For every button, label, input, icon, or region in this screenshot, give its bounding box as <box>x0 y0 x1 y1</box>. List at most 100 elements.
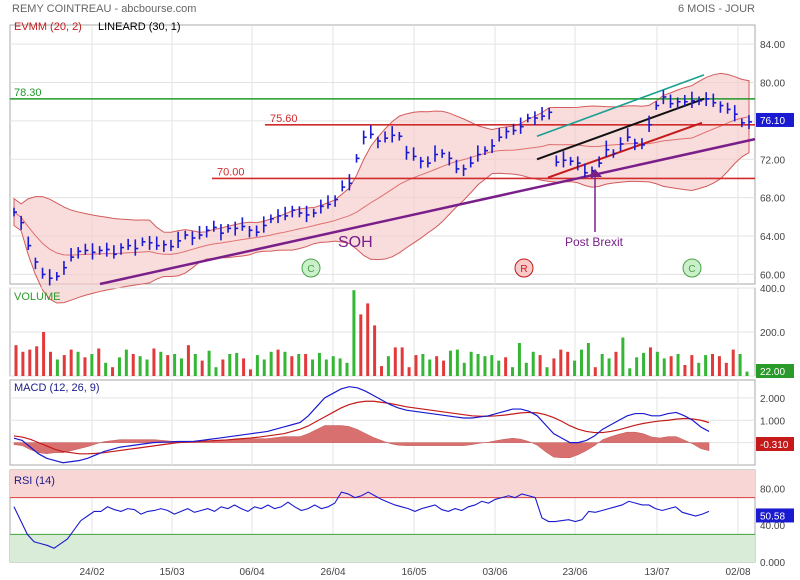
macd-signal-line <box>13 400 710 455</box>
volume-bar <box>173 354 177 376</box>
volume-bar <box>180 358 184 376</box>
volume-bar <box>573 360 577 376</box>
volume-bar <box>131 354 135 376</box>
volume-bar <box>442 360 446 376</box>
volume-bar <box>428 359 432 376</box>
signal-marker-label: R <box>520 264 527 275</box>
signal-marker-label: C <box>688 264 695 275</box>
annotation-arrow-head <box>588 169 602 177</box>
volume-bar <box>55 359 59 376</box>
volume-bar <box>138 356 142 376</box>
macd-tick-label: 1.000 <box>760 416 785 427</box>
volume-bar <box>42 332 46 376</box>
volume-last-value-bg <box>756 364 794 378</box>
volume-bar <box>593 367 597 376</box>
volume-bar <box>297 354 301 376</box>
x-tick-label: 02/08 <box>725 567 750 578</box>
volume-bar <box>600 354 604 376</box>
volume-bar <box>166 355 170 376</box>
x-tick-label: 16/05 <box>401 567 426 578</box>
volume-bar <box>614 351 618 376</box>
volume-bar <box>690 355 694 376</box>
volume-bar <box>373 325 377 376</box>
macd-last-value-bg <box>756 437 794 451</box>
signal-marker-label: C <box>307 264 314 275</box>
rsi-tick-label: 0.000 <box>760 558 785 569</box>
volume-bar <box>476 354 480 376</box>
volume-bar <box>738 354 742 376</box>
volume-bar <box>200 360 204 376</box>
volume-bar <box>35 346 39 376</box>
volume-bar <box>511 367 515 376</box>
volume-bar <box>345 362 349 376</box>
volume-bar <box>242 358 246 376</box>
volume-bar <box>400 347 404 376</box>
macd-tick-label: 2.000 <box>760 394 785 405</box>
evmm-band <box>13 72 750 304</box>
volume-bar <box>186 345 190 376</box>
rsi-line <box>13 491 710 549</box>
volume-bar <box>28 349 32 376</box>
legend-lineard: LINEARD (30, 1) <box>98 21 181 33</box>
volume-bar <box>221 359 225 376</box>
volume-bar <box>662 358 666 376</box>
volume-bar <box>235 352 239 376</box>
volume-bar <box>331 356 335 376</box>
volume-bar <box>290 356 294 376</box>
rsi-tick-label: 80.00 <box>760 484 785 495</box>
volume-bar <box>648 347 652 376</box>
rsi-overbought-zone <box>10 470 755 498</box>
rsi-last-value: 50.58 <box>760 511 785 522</box>
volume-bar <box>262 359 266 376</box>
volume-bar <box>531 351 535 376</box>
chart-source-title: REMY COINTREAU - abcbourse.com <box>12 3 197 15</box>
annotation-post-brexit: Post Brexit <box>565 235 624 249</box>
x-tick-label: 24/02 <box>79 567 104 578</box>
level-label: 78.30 <box>14 87 42 99</box>
volume-bar <box>124 349 128 376</box>
volume-bar <box>207 350 211 376</box>
volume-bar <box>517 343 521 376</box>
volume-bar <box>566 351 570 376</box>
volume-bar <box>414 355 418 376</box>
legend-rsi: RSI (14) <box>14 475 55 487</box>
price-tick-label: 84.00 <box>760 40 785 51</box>
volume-bar <box>697 362 701 376</box>
volume-tick-label: 400.0 <box>760 284 785 295</box>
volume-bar <box>745 371 749 376</box>
volume-bar <box>407 367 411 376</box>
volume-bar <box>269 351 273 376</box>
volume-bar <box>393 347 397 376</box>
volume-bar <box>145 359 149 376</box>
volume-bar <box>552 358 556 376</box>
legend-evmm: EVMM (20, 2) <box>14 21 82 33</box>
volume-bar <box>62 355 66 376</box>
volume-bar <box>711 354 715 376</box>
trendline-purple <box>99 137 756 286</box>
volume-bar <box>193 354 197 376</box>
volume-bar <box>83 357 87 376</box>
volume-bar <box>159 351 163 376</box>
price-tick-label: 60.00 <box>760 270 785 281</box>
volume-bar <box>276 349 280 376</box>
price-tick-label: 68.00 <box>760 194 785 205</box>
panel-macd-frame <box>9 379 756 466</box>
x-tick-label: 03/06 <box>482 567 507 578</box>
volume-bar <box>111 367 115 376</box>
volume-bar <box>76 351 80 376</box>
macd-line <box>13 386 710 464</box>
volume-bar <box>455 349 459 376</box>
x-tick-label: 26/04 <box>320 567 345 578</box>
trendline-teal <box>536 74 705 138</box>
volume-bar <box>635 357 639 376</box>
volume-bar <box>421 354 425 376</box>
macd-last-value: -0.310 <box>760 440 789 451</box>
price-last-value: 76.10 <box>760 116 785 127</box>
volume-bar <box>311 359 315 376</box>
x-tick-label: 23/06 <box>562 567 587 578</box>
chart-period-label: 6 MOIS - JOUR <box>677 3 755 15</box>
volume-bar <box>48 351 52 376</box>
volume-bar <box>607 358 611 376</box>
volume-bar <box>669 356 673 376</box>
